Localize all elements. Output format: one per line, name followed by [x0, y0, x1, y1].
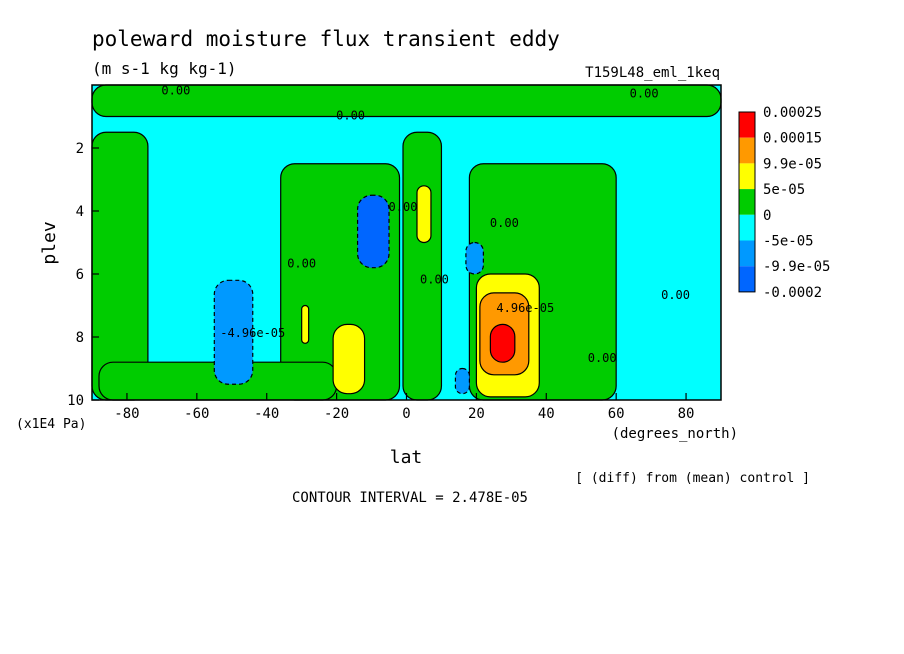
legend-label-2: 9.9e-05 — [763, 156, 822, 172]
contour-label-9: -4.96e-05 — [220, 326, 285, 340]
contour-region-8 — [465, 241, 484, 275]
x-axis-label: lat — [390, 447, 423, 468]
y-axis-label: plev — [39, 221, 60, 264]
y-tick-label-1: 4 — [76, 204, 84, 220]
legend-label-0: 0.00025 — [763, 105, 822, 121]
contour-label-1: 0.00 — [336, 109, 365, 123]
color-legend: 0.00025 0.00015 9.9e-05 5e-05 0 -5e-05 -9.9e-0… — [738, 105, 830, 301]
legend-swatch-2 — [739, 163, 755, 190]
legend-label-7: -0.0002 — [763, 285, 822, 301]
legend-label-1: 0.00015 — [763, 131, 822, 147]
y-tick-label-3: 8 — [76, 330, 84, 346]
x-tick-label-3: -20 — [324, 406, 349, 422]
contour-label-6: 0.00 — [490, 216, 519, 230]
contour-region-6 — [213, 279, 254, 385]
contour-label-2: 0.00 — [630, 87, 659, 101]
units-label: (m s-1 kg kg-1) — [92, 59, 237, 78]
contour-region-0 — [91, 131, 149, 401]
x-tick-label-8: 80 — [678, 406, 695, 422]
contour-region-11 — [301, 304, 310, 344]
legend-label-4: 0 — [763, 208, 771, 224]
legend-swatch-0 — [739, 112, 755, 138]
legend-label-3: 5e-05 — [763, 182, 805, 198]
contour-label-8: 0.00 — [588, 351, 617, 365]
legend-swatch-3 — [739, 189, 755, 215]
y-tick-label-2: 6 — [76, 267, 84, 283]
contour-region-2 — [402, 131, 443, 401]
contour-interval-label: CONTOUR INTERVAL = 2.478E-05 — [292, 490, 528, 506]
legend-swatch-5 — [739, 240, 755, 267]
y-tick-label-4: 10 — [67, 393, 84, 409]
legend-swatch-4 — [739, 214, 755, 241]
legend-swatch-6 — [739, 266, 755, 292]
x-tick-label-2: -40 — [254, 406, 279, 422]
y-tick-label-0: 2 — [76, 141, 84, 157]
contour-region-12 — [416, 185, 432, 244]
filled-contours — [91, 84, 722, 401]
diff-note: [ (diff) from (mean) control ] — [575, 471, 810, 486]
x-tick-label-7: 60 — [608, 406, 625, 422]
x-tick-label-4: 0 — [402, 406, 410, 422]
plot-area: 0.00 0.00 0.00 0.00 0.00 0.00 0.00 0.00 0.00 -4.9… — [67, 83, 722, 422]
contour-region-9 — [454, 367, 470, 395]
legend-swatch-1 — [739, 137, 755, 164]
contour-label-10: 4.96e-05 — [496, 301, 554, 315]
contour-label-4: 0.00 — [389, 200, 418, 214]
run-label: T159L48_eml_1keq — [585, 65, 720, 81]
contour-label-5: 0.00 — [420, 272, 449, 286]
contour-label-3: 0.00 — [287, 257, 316, 271]
x-tick-label-1: -60 — [184, 406, 209, 422]
contour-region-15 — [489, 323, 516, 363]
x-axis-ticks: -80 -60 -40 -20 0 20 40 60 80 — [114, 393, 694, 422]
contour-region-10 — [332, 323, 366, 395]
y-axis-units: (x1E4 Pa) — [16, 417, 86, 432]
x-axis-units: (degrees_north) — [612, 426, 738, 442]
chart-title: poleward moisture flux transient eddy — [92, 27, 560, 51]
contour-region-7 — [356, 194, 390, 269]
legend-label-6: -9.9e-05 — [763, 259, 830, 275]
x-tick-label-0: -80 — [114, 406, 139, 422]
x-tick-label-6: 40 — [538, 406, 555, 422]
contour-labels: 0.00 0.00 0.00 0.00 0.00 0.00 0.00 0.00 0.00 -4.9… — [161, 83, 690, 365]
x-tick-label-5: 20 — [468, 406, 485, 422]
contour-label-7: 0.00 — [661, 288, 690, 302]
contour-label-0: 0.00 — [161, 83, 190, 97]
legend-label-5: -5e-05 — [763, 234, 814, 250]
legend-frame — [738, 111, 756, 293]
y-axis-ticks: 2 4 6 8 10 — [67, 141, 99, 409]
